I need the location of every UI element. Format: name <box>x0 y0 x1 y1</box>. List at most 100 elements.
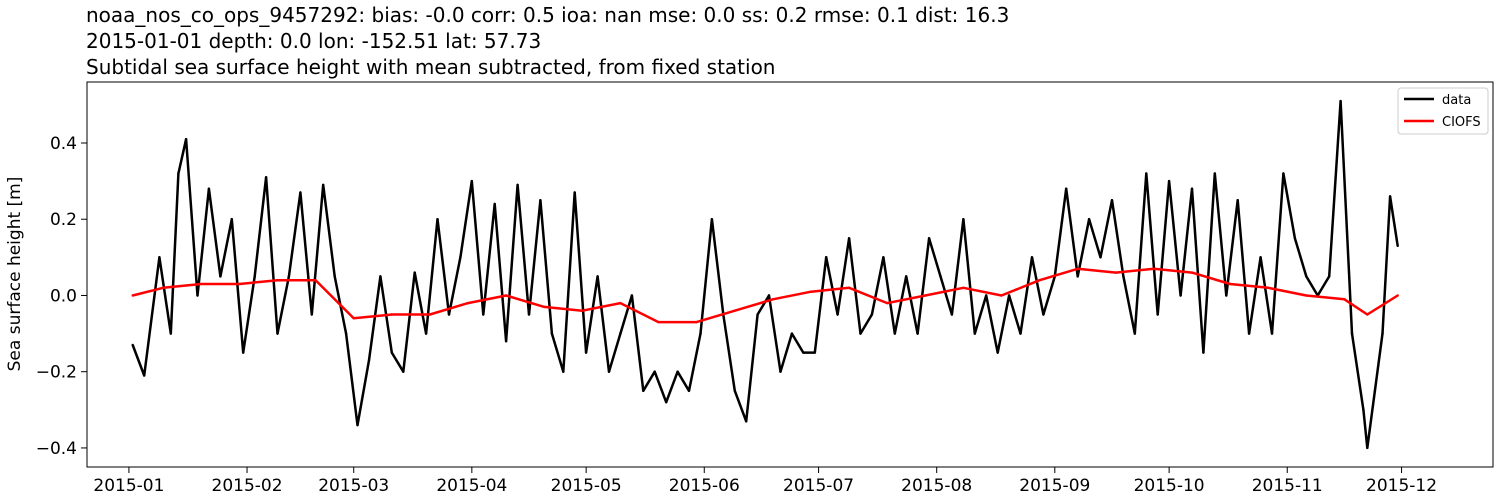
data-point-ciofs <box>314 279 317 282</box>
data-point-data <box>687 389 691 392</box>
data-point-data <box>619 332 622 335</box>
legend: data CIOFS <box>1397 87 1489 135</box>
data-point-data <box>184 138 188 141</box>
data-point-data <box>1339 99 1342 103</box>
data-point-data <box>1190 187 1194 190</box>
data-point-data <box>516 183 519 187</box>
legend-label-data: data <box>1442 93 1471 108</box>
data-point-data <box>322 183 325 187</box>
data-point-ciofs <box>238 282 241 286</box>
data-point-data <box>1381 332 1384 335</box>
data-point-data <box>539 199 542 202</box>
data-point-ciofs <box>131 294 134 297</box>
data-point-data <box>905 275 908 278</box>
data-point-ciofs <box>1000 294 1003 297</box>
y-tick-label: −0.2 <box>36 363 77 383</box>
x-tick-label: 2015-09 <box>1019 476 1090 496</box>
data-point-ciofs <box>466 301 470 305</box>
data-point-data <box>1259 256 1262 259</box>
data-point-data <box>527 313 531 316</box>
data-point-data <box>1145 172 1148 175</box>
data-point-data <box>1236 199 1239 202</box>
data-point-data <box>242 351 245 354</box>
data-point-data <box>470 179 473 183</box>
data-point-data <box>939 275 942 278</box>
data-point-ciofs <box>352 317 355 320</box>
data-point-ciofs <box>428 313 432 316</box>
data-point-data <box>1019 332 1022 335</box>
data-point-data <box>836 313 839 316</box>
data-point-data <box>1156 313 1159 316</box>
x-tick-label: 2015-03 <box>318 476 389 496</box>
x-tick-label: 2015-11 <box>1252 476 1323 496</box>
data-point-ciofs <box>657 320 660 324</box>
data-point-data <box>1133 332 1137 335</box>
data-point-data <box>264 176 268 179</box>
plot-area <box>86 81 1494 468</box>
data-point-data <box>962 218 965 221</box>
x-tick-label: 2015-05 <box>551 476 622 496</box>
data-point-data <box>973 332 976 335</box>
y-tick-label: 0.4 <box>50 134 77 154</box>
y-axis-label: Sea surface height [m] <box>5 177 25 372</box>
y-tick-label: 0.0 <box>50 286 77 306</box>
data-point-data <box>710 218 714 221</box>
data-point-data <box>1225 294 1228 297</box>
data-point-data <box>847 237 851 240</box>
y-tick-label: −0.4 <box>36 439 77 459</box>
data-point-data <box>825 256 828 259</box>
data-point-ciofs <box>771 298 775 301</box>
data-point-ciofs <box>733 309 736 312</box>
data-point-ciofs <box>886 301 889 305</box>
x-tick-label: 2015-02 <box>212 476 283 496</box>
data-point-ciofs <box>200 282 203 286</box>
data-point-data <box>447 313 451 316</box>
data-point-data <box>1350 332 1354 335</box>
data-point-data <box>459 256 462 259</box>
data-point-data <box>893 332 896 335</box>
data-point-data <box>1213 172 1217 175</box>
data-point-data <box>870 313 874 316</box>
data-point-data <box>1167 179 1171 183</box>
data-point-data <box>756 313 759 316</box>
chart-title-line-2: 2015-01-01 depth: 0.0 lon: -152.51 lat: … <box>86 29 541 53</box>
data-point-data <box>767 294 771 297</box>
data-point-data <box>653 370 656 373</box>
legend-label-ciofs: CIOFS <box>1442 115 1481 130</box>
data-point-data <box>813 351 816 354</box>
data-point-data <box>1362 408 1365 411</box>
data-point-data <box>158 256 161 259</box>
data-point-data <box>1328 275 1331 278</box>
data-point-data <box>344 332 348 335</box>
data-point-ciofs <box>1343 298 1346 301</box>
data-point-ciofs <box>1190 271 1194 274</box>
data-point-ciofs <box>1152 267 1156 270</box>
data-point-data <box>1366 446 1369 450</box>
data-point-ciofs <box>276 279 279 282</box>
x-tick-label: 2015-10 <box>1134 476 1205 496</box>
data-point-ciofs <box>619 301 622 305</box>
data-point-data <box>219 275 222 278</box>
data-point-data <box>859 332 862 335</box>
data-point-ciofs <box>1076 267 1079 270</box>
x-tick-label: 2015-04 <box>436 476 507 496</box>
data-point-data <box>676 370 679 373</box>
data-point-data <box>390 351 393 354</box>
data-point-data <box>367 359 371 362</box>
data-point-data <box>562 370 565 373</box>
data-point-ciofs <box>809 290 813 293</box>
data-point-ciofs <box>162 286 165 289</box>
data-point-data <box>413 271 416 274</box>
y-axis: −0.4 −0.2 0.0 0.2 0.4 <box>36 134 87 459</box>
data-point-data <box>379 275 382 278</box>
data-point-ciofs <box>390 313 393 316</box>
data-point-ciofs <box>924 294 927 297</box>
data-point-ciofs <box>847 286 851 289</box>
data-point-data <box>276 332 279 335</box>
data-point-ciofs <box>1396 294 1399 297</box>
x-tick-label: 2015-06 <box>669 476 740 496</box>
data-point-data <box>985 294 988 297</box>
data-point-data <box>916 332 919 335</box>
data-point-data <box>356 423 359 427</box>
